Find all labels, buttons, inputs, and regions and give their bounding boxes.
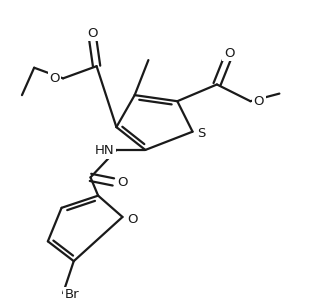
Text: O: O bbox=[117, 176, 128, 189]
Text: O: O bbox=[224, 47, 234, 60]
Text: O: O bbox=[254, 95, 264, 108]
Text: O: O bbox=[127, 213, 138, 226]
Text: Br: Br bbox=[65, 288, 80, 301]
Text: O: O bbox=[87, 27, 97, 40]
Text: O: O bbox=[49, 73, 60, 85]
Text: HN: HN bbox=[95, 144, 115, 157]
Text: S: S bbox=[197, 127, 206, 140]
